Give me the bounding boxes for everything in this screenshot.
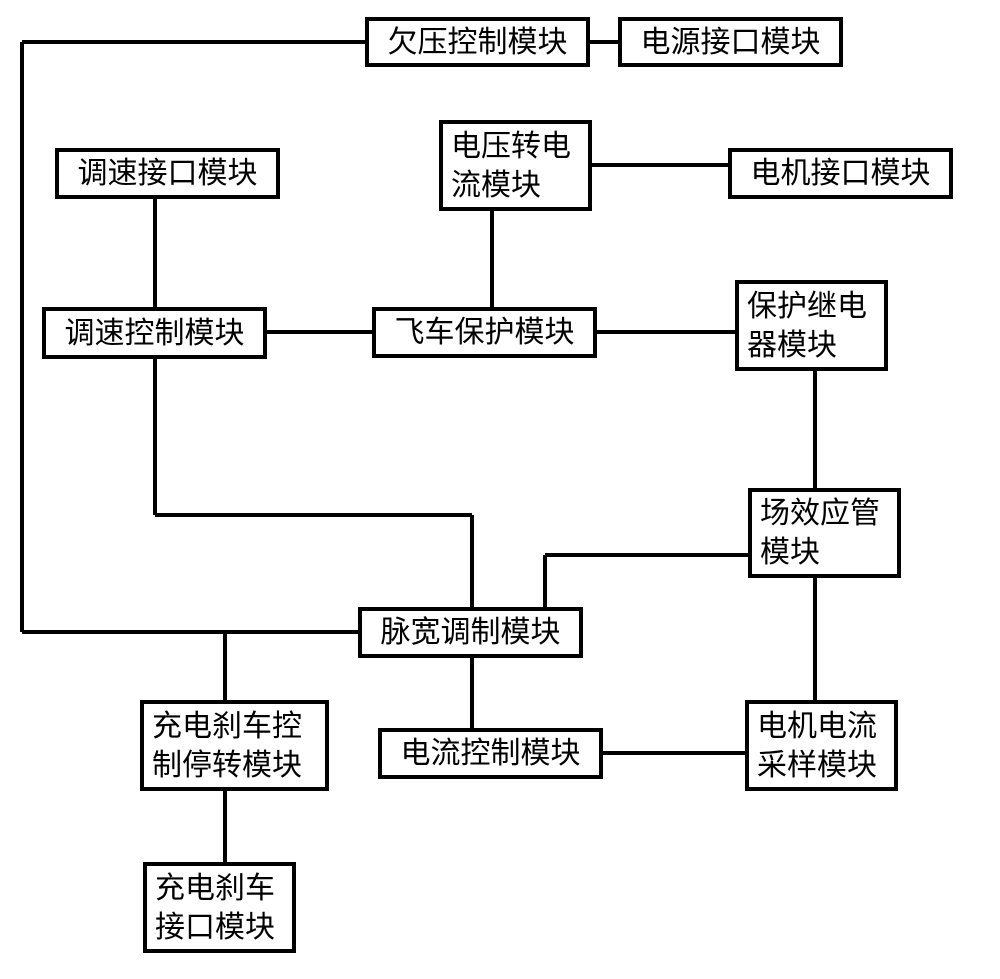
node-label: 充电刹车接口模块 [155,869,284,947]
node-label: 电流控制模块 [401,734,581,773]
node-label: 飞车保护模块 [395,313,575,352]
node-fet-module: 场效应管模块 [748,488,901,578]
node-label: 调速控制模块 [65,314,245,353]
node-label: 电机电流采样模块 [757,707,886,785]
node-protection-relay: 保护继电器模块 [735,280,888,371]
node-charge-brake-interface: 充电刹车接口模块 [143,862,296,953]
node-runaway-protection: 飞车保护模块 [372,307,597,358]
node-label: 保护继电器模块 [747,287,876,365]
node-speed-control: 调速控制模块 [42,307,267,359]
node-undervoltage-control: 欠压控制模块 [365,17,590,67]
node-label: 场效应管模块 [760,494,889,572]
node-charge-brake-stop: 充电刹车控制停转模块 [140,700,329,791]
node-label: 欠压控制模块 [388,23,568,62]
node-current-control: 电流控制模块 [378,728,603,779]
node-label: 电源接口模块 [641,23,821,62]
node-voltage-to-current: 电压转电流模块 [439,120,592,211]
node-label: 调速接口模块 [78,154,258,193]
node-motor-interface: 电机接口模块 [728,148,953,199]
node-pwm-module: 脉宽调制模块 [358,607,583,658]
node-label: 电机接口模块 [751,154,931,193]
node-power-interface: 电源接口模块 [618,17,843,67]
node-motor-current-sample: 电机电流采样模块 [745,700,898,791]
node-label: 充电刹车控制停转模块 [152,707,317,785]
node-label: 脉宽调制模块 [381,613,561,652]
node-label: 电压转电流模块 [451,127,580,205]
node-speed-interface: 调速接口模块 [55,148,280,199]
diagram-canvas: 欠压控制模块 电源接口模块 调速接口模块 电压转电流模块 电机接口模块 调速控制… [0,0,1000,979]
